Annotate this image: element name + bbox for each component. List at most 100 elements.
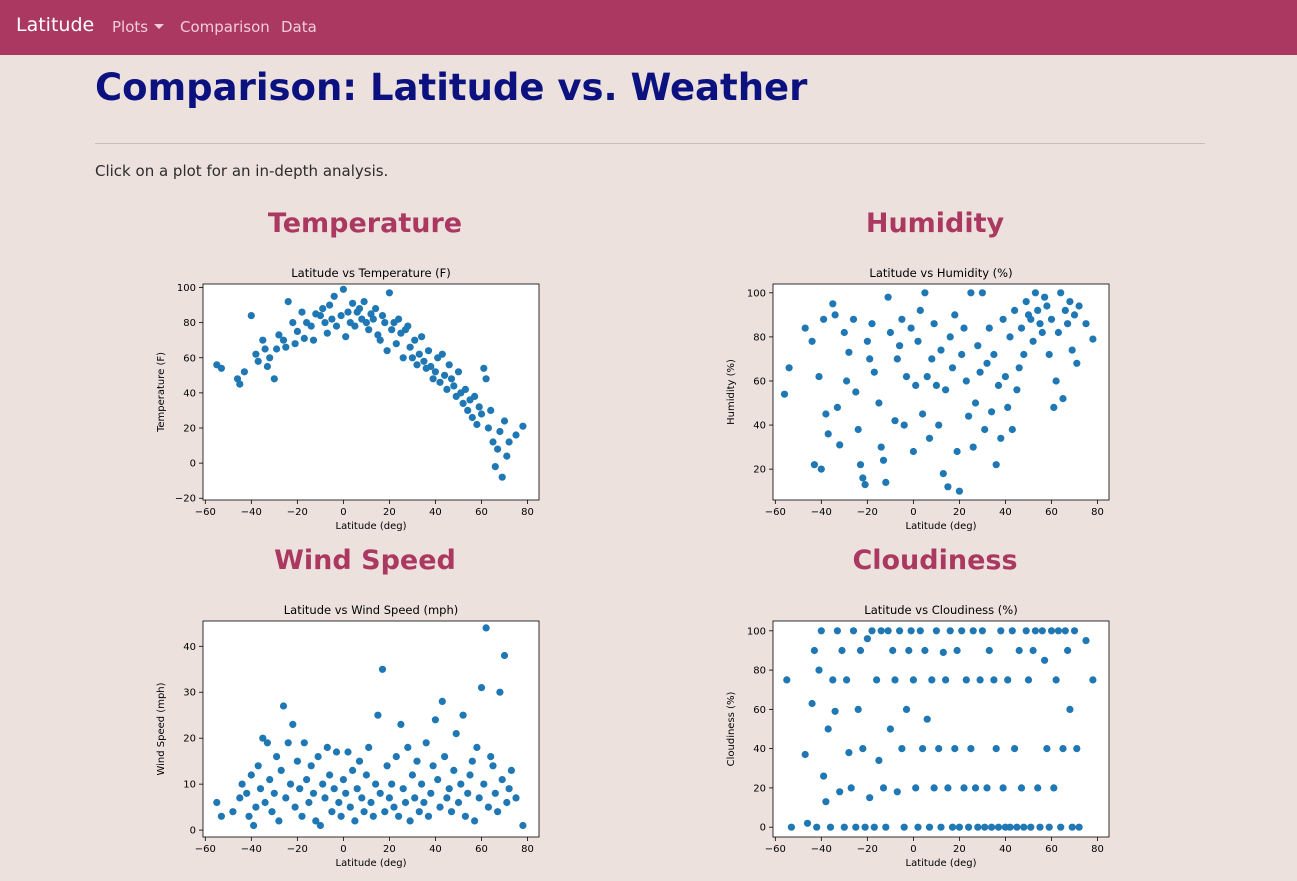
- data-point: [1059, 395, 1067, 403]
- data-point: [445, 361, 453, 369]
- y-tick-label: 20: [183, 734, 196, 745]
- plot-frame: [202, 620, 540, 838]
- data-point: [935, 745, 943, 753]
- data-point: [339, 776, 347, 784]
- data-point: [300, 739, 308, 747]
- data-point: [431, 368, 439, 376]
- data-point: [882, 478, 890, 486]
- data-point: [454, 798, 463, 807]
- data-point: [939, 470, 947, 478]
- data-point: [298, 308, 306, 316]
- data-point: [355, 305, 364, 313]
- y-tick-label: 60: [753, 705, 766, 716]
- data-point: [1011, 306, 1019, 314]
- data-point: [978, 627, 986, 635]
- data-point: [912, 381, 920, 389]
- data-point: [1001, 373, 1009, 381]
- data-point: [236, 794, 244, 802]
- data-point: [783, 676, 791, 684]
- data-point: [512, 794, 520, 802]
- data-point: [1082, 320, 1090, 328]
- chart-title: Latitude vs Temperature (F): [291, 266, 451, 280]
- wind-speed-plot-link[interactable]: Latitude vs Wind Speed (mph) −60 −40 −20 0 20…: [150, 599, 560, 874]
- data-point: [1050, 784, 1058, 792]
- data-point: [291, 340, 299, 348]
- data-point: [836, 441, 844, 449]
- data-point: [367, 798, 375, 807]
- data-point: [1064, 320, 1072, 328]
- data-point: [471, 817, 479, 825]
- humidity-plot-link[interactable]: Latitude vs Humidity (%) −60 −40 −20 0 20 40 60…: [720, 262, 1130, 537]
- data-point: [473, 420, 481, 429]
- navbar: Latitude Plots Comparison Data: [0, 0, 1297, 55]
- navbar-brand[interactable]: Latitude: [16, 14, 95, 36]
- data-point: [868, 320, 876, 328]
- data-point: [418, 780, 426, 788]
- data-point: [969, 443, 977, 451]
- data-point: [284, 298, 292, 306]
- data-point: [810, 646, 818, 655]
- data-point: [981, 425, 989, 434]
- data-point: [459, 399, 467, 407]
- data-point: [477, 410, 486, 418]
- data-point: [383, 762, 391, 770]
- data-point: [962, 377, 970, 385]
- data-point: [395, 315, 403, 323]
- data-point: [813, 823, 821, 831]
- data-point: [886, 328, 894, 337]
- data-point: [958, 627, 966, 635]
- data-point: [383, 347, 391, 355]
- y-axis-label: Cloudiness (%): [726, 692, 737, 767]
- data-point: [942, 386, 950, 394]
- x-tick-label: −40: [811, 507, 832, 518]
- data-point: [930, 320, 938, 328]
- x-tick-label: 60: [1045, 507, 1058, 518]
- data-point: [990, 676, 998, 684]
- data-point: [859, 474, 867, 482]
- data-point: [974, 342, 982, 350]
- data-point: [983, 359, 991, 367]
- data-point: [298, 812, 306, 820]
- data-point: [932, 627, 940, 635]
- data-point: [981, 823, 989, 831]
- data-point: [413, 361, 421, 369]
- data-point: [909, 447, 917, 456]
- data-point: [319, 780, 327, 788]
- data-point: [392, 753, 400, 761]
- data-point: [245, 812, 253, 820]
- data-point: [243, 789, 251, 797]
- data-point: [944, 784, 952, 792]
- data-point: [275, 817, 283, 825]
- nav-link-data[interactable]: Data: [281, 18, 317, 36]
- data-point: [454, 368, 463, 376]
- cloudiness-plot-link[interactable]: Latitude vs Cloudiness (%) −60 −40 −20 0 20 40…: [720, 599, 1130, 874]
- data-point: [833, 627, 841, 635]
- data-point: [482, 375, 490, 383]
- data-point: [250, 821, 258, 830]
- data-point: [1068, 346, 1076, 354]
- data-point: [1047, 627, 1056, 635]
- data-point: [385, 794, 393, 802]
- x-tick-label: 20: [953, 844, 966, 855]
- data-point: [948, 364, 957, 372]
- data-point: [866, 355, 874, 363]
- data-point: [817, 465, 825, 473]
- data-point: [351, 817, 359, 825]
- nav-link-comparison[interactable]: Comparison: [180, 18, 270, 36]
- nav-link-plots[interactable]: Plots: [112, 18, 165, 36]
- data-point: [330, 785, 338, 793]
- data-point: [854, 705, 862, 713]
- data-point: [985, 324, 993, 332]
- data-point: [1057, 823, 1065, 831]
- data-point: [953, 447, 961, 456]
- data-point: [240, 368, 248, 376]
- data-point: [1036, 823, 1044, 831]
- y-tick-label: 40: [183, 642, 196, 653]
- data-point: [879, 784, 888, 792]
- data-point: [994, 381, 1003, 389]
- temperature-plot-link[interactable]: Latitude vs Temperature (F) −60 −40 −20 0 20 4…: [150, 262, 560, 537]
- plot-frame: [772, 620, 1110, 838]
- data-point: [849, 627, 858, 635]
- humidity-scatter-plot: Latitude vs Humidity (%) −60 −40 −20 0 20 40 60…: [726, 266, 1110, 532]
- data-point: [408, 771, 416, 779]
